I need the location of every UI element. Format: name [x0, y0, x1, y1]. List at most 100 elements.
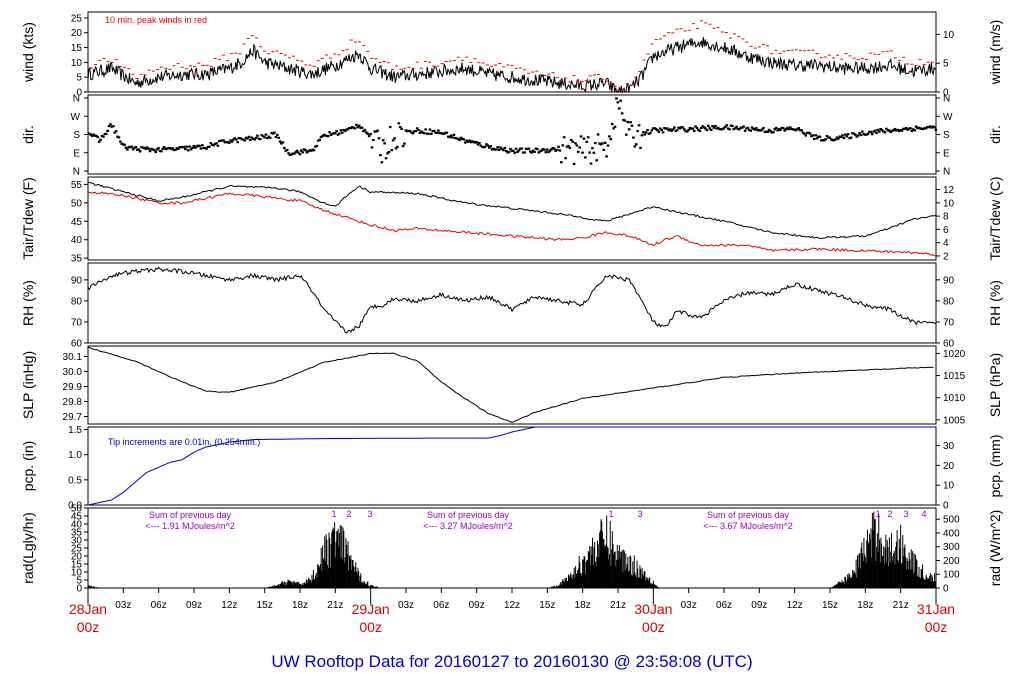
dir-point — [530, 151, 533, 154]
dir-point — [712, 126, 716, 129]
dir-point — [831, 139, 834, 142]
dir-point — [603, 141, 607, 144]
dir-point — [256, 134, 259, 137]
tdew-line — [87, 191, 937, 257]
dir-point — [407, 129, 410, 133]
dir-point — [589, 162, 593, 165]
dir-point — [752, 127, 755, 130]
rad-annotation-text: <--- 1.91 MJoules/m^2 — [145, 521, 235, 531]
dir-point — [528, 150, 532, 153]
dir-point — [708, 127, 712, 130]
dir-point — [271, 132, 275, 135]
dir-point — [851, 132, 854, 135]
dir-point — [285, 148, 289, 152]
temp-ytick-label-left: 45 — [71, 217, 83, 228]
dir-point — [220, 139, 224, 142]
day-label-date: 29Jan — [352, 601, 390, 617]
dir-point — [212, 144, 215, 147]
dir-point — [244, 136, 248, 139]
dir-point — [856, 134, 860, 137]
dir-point — [136, 148, 139, 151]
dir-point — [715, 127, 719, 130]
dir-point — [586, 136, 590, 139]
dir-point — [510, 149, 514, 152]
wind-speed-line — [87, 36, 937, 94]
dir-point — [646, 128, 649, 132]
dir-point — [788, 126, 792, 129]
rad-peak-marker: 2 — [346, 509, 351, 519]
rh-ylabel-right: RH (%) — [987, 280, 1003, 326]
rad-peak-marker: 3 — [903, 509, 908, 519]
dir-point — [468, 139, 471, 142]
dir-point — [226, 140, 230, 144]
dir-point — [547, 150, 550, 154]
dir-point — [192, 144, 196, 148]
dir-point — [807, 131, 810, 134]
panel-temp: Tair/Tdew (F) Tair/Tdew (C) 35 40 45 50 55 2 4 6 8… — [20, 176, 1003, 264]
dir-point — [171, 147, 174, 150]
dir-point — [150, 147, 153, 150]
dir-point — [127, 145, 131, 149]
dir-point — [904, 126, 908, 130]
dir-point — [239, 137, 242, 140]
dir-point — [773, 128, 777, 131]
dir-point — [427, 132, 430, 135]
dir-point — [489, 145, 492, 148]
dir-point — [411, 132, 415, 135]
dir-point — [876, 128, 880, 131]
dir-point — [195, 145, 198, 148]
dir-point — [748, 128, 751, 132]
dir-point — [305, 151, 309, 154]
rad-ytick-label-right: 0 — [943, 584, 949, 595]
dir-point — [472, 140, 476, 144]
dir-point — [839, 135, 843, 139]
dir-point — [131, 148, 135, 151]
pcp-line — [87, 426, 935, 506]
dir-point — [318, 138, 321, 141]
dir-point — [438, 131, 442, 135]
dir-point — [500, 147, 504, 151]
dir-point — [445, 131, 449, 134]
dir-point — [722, 127, 726, 130]
dir-point — [886, 129, 890, 132]
dir-point — [483, 145, 487, 148]
dir-point — [168, 146, 172, 150]
dir-point — [695, 126, 699, 130]
rh-ytick-label-right: 80 — [943, 296, 955, 307]
dir-point — [821, 139, 825, 142]
dir-point — [394, 147, 398, 150]
dir-point — [225, 141, 228, 144]
dir-point — [606, 144, 610, 147]
dir-point — [667, 129, 671, 132]
dir-point — [697, 128, 700, 132]
dir-point — [432, 129, 436, 132]
wind-ytick-label-left: 0 — [76, 88, 82, 99]
slp-ytick-label-right: 1020 — [943, 349, 966, 360]
dir-point — [568, 146, 572, 150]
dir-point — [230, 140, 234, 143]
hour-label: 15z — [539, 600, 555, 611]
dir-point — [93, 134, 97, 137]
dir-point — [707, 124, 710, 127]
rad-peak-marker: 1 — [875, 509, 880, 519]
dir-point — [658, 127, 662, 130]
dir-point — [424, 128, 427, 131]
dir-point — [793, 128, 796, 131]
dir-point — [815, 137, 819, 140]
dir-point — [511, 149, 515, 152]
dir-point — [191, 146, 194, 149]
dir-point — [338, 132, 341, 135]
dir-point — [781, 126, 785, 130]
dir-point — [739, 126, 743, 129]
dir-point — [92, 133, 95, 136]
dir-point — [107, 125, 111, 128]
dir-point — [185, 145, 189, 148]
dir-point — [209, 142, 213, 145]
dir-point — [287, 152, 290, 155]
dir-point — [726, 127, 730, 130]
rad-ytick-label-left: 5 — [76, 576, 82, 587]
dir-point — [668, 128, 672, 131]
dir-point — [138, 150, 142, 153]
rh-ytick-label-right: 60 — [943, 339, 955, 350]
temp-ylabel-left: Tair/Tdew (F) — [20, 177, 36, 259]
